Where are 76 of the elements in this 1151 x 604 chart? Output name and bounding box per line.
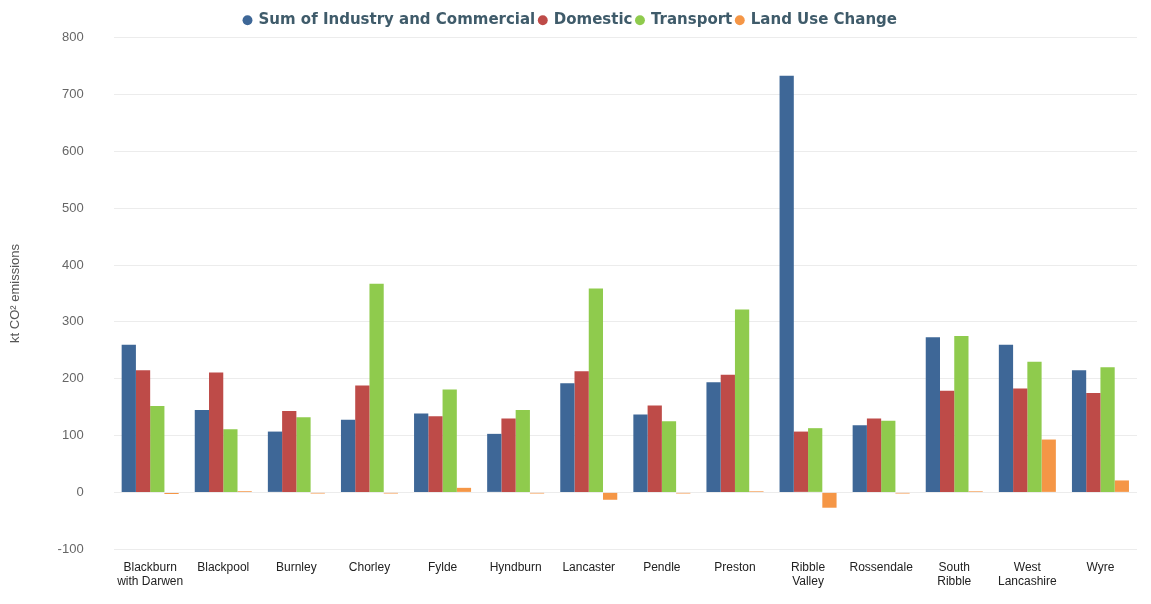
y-tick-label: 500: [61, 199, 84, 215]
legend-label: Transport: [650, 10, 733, 29]
bar: [852, 425, 867, 492]
x-tick-label: Fylde: [427, 559, 458, 574]
x-tick-label: West Lancashire: [997, 559, 1058, 589]
bar: [194, 409, 210, 492]
bar: [808, 428, 823, 492]
bar: [998, 344, 1014, 492]
bar: [1041, 439, 1056, 492]
bar: [1086, 392, 1101, 492]
bar: [1027, 361, 1042, 492]
bar: [940, 390, 955, 492]
bar: [515, 409, 530, 492]
x-tick-label: Ribble Valley: [791, 559, 826, 589]
bar: [1071, 370, 1087, 492]
x-tick-label: Lancaster: [562, 559, 616, 574]
bar: [603, 492, 618, 500]
x-tick-label: Chorley: [348, 559, 391, 574]
x-tick-label: South Ribble: [937, 559, 972, 589]
y-tick-label: 100: [61, 427, 84, 443]
bar: [340, 419, 356, 492]
bar: [355, 385, 370, 492]
y-axis-title: kt CO² emissions: [7, 243, 23, 343]
bar: [706, 382, 721, 492]
x-tick-label: Wyre: [1086, 559, 1115, 574]
bar: [501, 418, 516, 492]
bar: [560, 383, 575, 492]
bar: [456, 487, 472, 492]
bar: [734, 309, 750, 492]
bar: [954, 336, 969, 492]
y-tick-label: 700: [61, 86, 84, 102]
bar: [779, 75, 794, 492]
bar: [1100, 367, 1115, 492]
bar: [1013, 388, 1028, 492]
bar: [209, 372, 224, 492]
bar: [487, 433, 502, 492]
x-tick-label: Blackburn with Darwen: [116, 559, 184, 589]
bar: [881, 420, 896, 492]
legend-label: Land Use Change: [750, 10, 898, 29]
x-tick-label: Hyndburn: [489, 559, 542, 574]
bar: [647, 405, 662, 492]
bar: [282, 411, 297, 492]
x-tick-label: Burnley: [276, 559, 317, 574]
bar: [223, 429, 238, 492]
y-tick-label: 200: [61, 370, 84, 386]
bar: [369, 283, 384, 492]
y-tick-label: 800: [61, 29, 84, 45]
bar: [442, 389, 457, 492]
bar: [135, 370, 151, 492]
bar: [793, 431, 809, 492]
y-tick-label: 400: [61, 256, 84, 272]
legend-label: Sum of Industry and Commercial: [258, 10, 536, 29]
bar: [661, 421, 677, 492]
bar: [414, 413, 429, 492]
bar: [150, 406, 165, 492]
x-tick-label: Blackpool: [197, 559, 250, 574]
bar: [296, 417, 311, 492]
y-tick-label: -100: [57, 540, 84, 556]
bar: [428, 416, 443, 492]
bar: [822, 492, 837, 508]
legend-label: Domestic: [553, 10, 633, 29]
x-tick-label: Pendle: [643, 559, 681, 574]
bar: [866, 418, 882, 492]
x-tick-label: Rossendale: [849, 559, 914, 574]
y-tick-label: 600: [61, 143, 84, 159]
y-tick-label: 300: [61, 313, 84, 329]
x-tick-label: Preston: [714, 559, 756, 574]
bar: [121, 344, 136, 492]
bar: [1114, 480, 1129, 492]
bar: [720, 374, 735, 492]
y-tick-label: 0: [76, 483, 84, 499]
bar: [574, 371, 589, 492]
bar: [267, 431, 283, 492]
bar: [925, 337, 940, 492]
bar: [633, 414, 648, 492]
bar: [588, 288, 604, 492]
